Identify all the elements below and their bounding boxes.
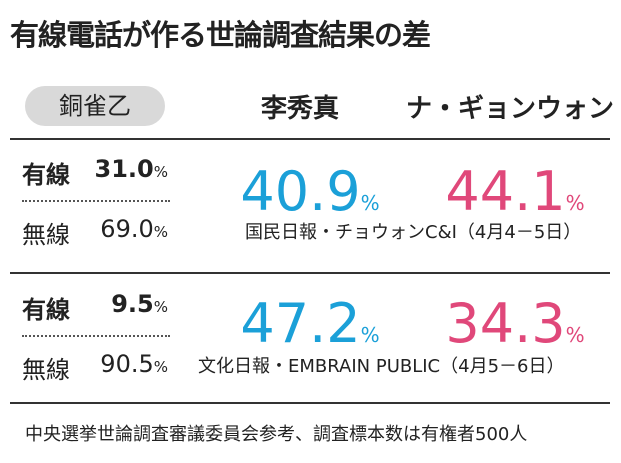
result-number: 47.2 xyxy=(240,292,361,355)
value-number: 9.5 xyxy=(111,290,154,318)
separator xyxy=(22,335,170,337)
rule xyxy=(10,402,610,404)
poll-source: 国民日報・チョウォンC&I（4月4－5日） xyxy=(245,222,582,243)
result: 40.9% xyxy=(220,160,400,223)
row-value: 31.0% xyxy=(92,155,168,183)
row-value: 69.0% xyxy=(92,215,168,243)
result-unit: % xyxy=(360,191,380,215)
district-label: 銅雀乙 xyxy=(25,86,165,126)
row-label: 無線 xyxy=(22,356,70,384)
result-number: 40.9 xyxy=(240,160,361,223)
result-number: 44.1 xyxy=(445,160,566,223)
rule xyxy=(10,138,610,140)
value-number: 69.0 xyxy=(100,215,154,243)
row-label: 無線 xyxy=(22,221,70,249)
result: 34.3% xyxy=(425,292,605,355)
rule xyxy=(10,272,610,274)
result: 47.2% xyxy=(220,292,400,355)
row-label: 有線 xyxy=(22,296,70,324)
row-value: 9.5% xyxy=(92,290,168,318)
poll-source: 文化日報・EMBRAIN PUBLIC（4月5－6日） xyxy=(198,356,565,377)
value-unit: % xyxy=(153,223,168,241)
candidate-header: ナ・ギョンウォン xyxy=(405,94,614,124)
value-number: 31.0 xyxy=(94,155,154,183)
result: 44.1% xyxy=(425,160,605,223)
value-unit: % xyxy=(153,298,168,316)
value-unit: % xyxy=(153,163,168,181)
result-unit: % xyxy=(565,323,585,347)
candidate-header: 李秀真 xyxy=(260,94,339,124)
footnote: 中央選挙世論調査審議委員会参考、調査標本数は有権者500人 xyxy=(25,424,528,445)
row-label: 有線 xyxy=(22,161,70,189)
value-number: 90.5 xyxy=(100,350,154,378)
separator xyxy=(22,200,170,202)
result-unit: % xyxy=(360,323,380,347)
result-unit: % xyxy=(565,191,585,215)
result-number: 34.3 xyxy=(445,292,566,355)
value-unit: % xyxy=(153,358,168,376)
row-value: 90.5% xyxy=(92,350,168,378)
title: 有線電話が作る世論調査結果の差 xyxy=(10,18,431,52)
